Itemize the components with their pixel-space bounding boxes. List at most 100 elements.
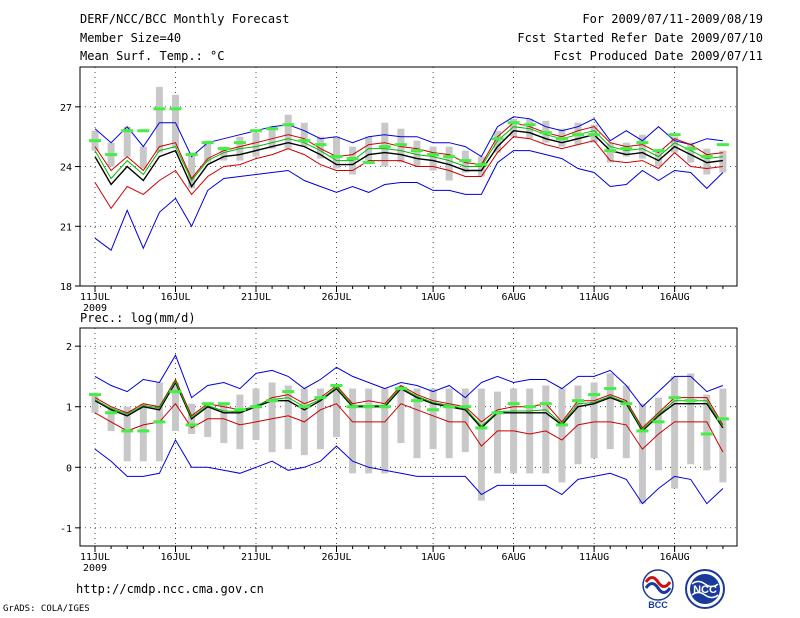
precip-member-mark [250, 405, 262, 409]
precip-member-box [413, 388, 421, 459]
temp-member-box [671, 136, 679, 153]
grads-credit: GrADS: COLA/IGES [3, 604, 90, 614]
temp-member-mark [137, 129, 150, 133]
temp-member-mark [684, 147, 697, 151]
temp-member-mark [475, 163, 488, 167]
member-size-label: Member Size=40 [80, 31, 182, 45]
temp-xtick-label: 16AUG [660, 292, 690, 303]
temp-member-box [300, 122, 308, 147]
temp-member-mark [250, 129, 262, 133]
temp-member-mark [507, 121, 520, 125]
temp-member-mark [169, 107, 182, 111]
temp-member-mark [266, 127, 279, 131]
precip-panel: -1 0 1 2 11JUL 16JUL 21JUL 26JUL 1AUG 6AUG 11AUG 16… [60, 327, 738, 574]
temp-member-mark [346, 157, 359, 161]
precip-member-box [268, 382, 276, 453]
temp-member-mark [378, 145, 391, 149]
temp-member-mark [620, 147, 633, 151]
temperature-variable-label: Mean Surf. Temp.: °C [80, 49, 225, 63]
temp-member-box [172, 94, 179, 149]
temp-ytick-label: 18 [60, 282, 72, 293]
temp-member-mark [298, 139, 311, 143]
temp-member-mark [411, 149, 423, 153]
precip-member-box [477, 388, 485, 501]
temp-member-box [220, 146, 228, 161]
precip-series-max [94, 354, 724, 408]
precip-member-box [494, 391, 501, 474]
precip-member-mark [588, 393, 601, 397]
temp-member-box [381, 122, 389, 167]
precip-member-mark [700, 432, 713, 436]
temp-member-box [494, 130, 501, 153]
precip-member-box [252, 388, 260, 441]
temp-member-mark [394, 143, 407, 147]
temp-xtick-label: 21JUL [241, 292, 271, 303]
forecast-period: For 2009/07/11-2009/08/19 [582, 12, 763, 26]
ncc-logo-text: NCC [693, 584, 717, 596]
temp-member-mark [362, 161, 375, 165]
precip-series-lower [94, 402, 724, 453]
temp-member-box [413, 140, 421, 167]
temp-member-box [445, 146, 453, 181]
temp-xtick-label: 26JUL [321, 292, 351, 303]
precip-xtick-label: 6AUG [502, 552, 526, 563]
precip-member-mark [153, 420, 166, 424]
precip-member-mark [604, 387, 617, 391]
temp-member-box [638, 134, 646, 159]
source-url[interactable]: http://cmdp.ncc.cma.gov.cn [76, 582, 264, 596]
temp-member-mark [282, 123, 295, 127]
temp-member-box [284, 114, 292, 149]
precip-member-box [606, 373, 614, 450]
precip-member-mark [378, 405, 391, 409]
temp-member-mark [636, 141, 649, 145]
precip-member-mark [185, 423, 198, 427]
temp-member-mark [153, 107, 166, 111]
precip-member-mark [652, 420, 665, 424]
forecast-produced-date: Fcst Produced Date 2009/07/11 [553, 49, 763, 63]
temp-xtick-label: 11JUL [80, 292, 110, 303]
ncc-logo: NCC [685, 569, 725, 609]
temp-member-box [188, 152, 196, 189]
temp-member-mark [539, 131, 552, 135]
precip-member-mark [121, 429, 134, 433]
temp-ytick-label: 21 [60, 222, 72, 233]
temp-member-box [429, 146, 437, 171]
temp-member-box [606, 142, 614, 163]
precip-member-mark [314, 396, 327, 400]
precip-member-box [687, 373, 695, 465]
bcc-logo: BCC [642, 569, 674, 610]
precip-member-mark [459, 405, 472, 409]
temp-member-box [510, 118, 518, 137]
temp-ytick-label: 27 [60, 103, 72, 114]
precip-ytick-label: 2 [66, 342, 72, 353]
temp-member-box [703, 148, 711, 175]
temp-member-box [333, 136, 340, 169]
precip-member-mark [491, 411, 504, 415]
precip-xtick-label: 11AUG [579, 552, 609, 563]
temp-member-mark [604, 149, 617, 153]
precip-member-mark [684, 399, 697, 403]
precip-member-box [445, 388, 453, 459]
precip-member-box [671, 376, 679, 489]
precip-member-box [365, 388, 373, 474]
precip-member-box [719, 388, 727, 483]
temp-year-label: 2009 [83, 303, 107, 314]
precip-member-mark [266, 399, 279, 403]
precip-member-mark [217, 402, 230, 406]
temp-panel: 18 21 24 27 11JUL 16JUL 21JUL 26JUL 1AUG 6AUG 11AU… [60, 66, 738, 325]
temp-member-box [252, 132, 260, 157]
precip-member-box [638, 403, 646, 504]
temp-member-mark [443, 155, 456, 159]
temp-member-box [655, 150, 662, 167]
precip-member-mark [443, 405, 456, 409]
precip-ytick-label: 0 [66, 463, 72, 474]
temp-series-min [94, 150, 724, 251]
precip-member-mark [89, 393, 101, 397]
forecast-started-date: Fcst Started Refer Date 2009/07/10 [517, 31, 763, 45]
temp-member-box [719, 150, 727, 173]
temp-series-upper [94, 122, 723, 180]
temp-member-mark [668, 133, 681, 137]
precip-member-mark [475, 426, 488, 430]
precip-series-min [94, 438, 724, 505]
